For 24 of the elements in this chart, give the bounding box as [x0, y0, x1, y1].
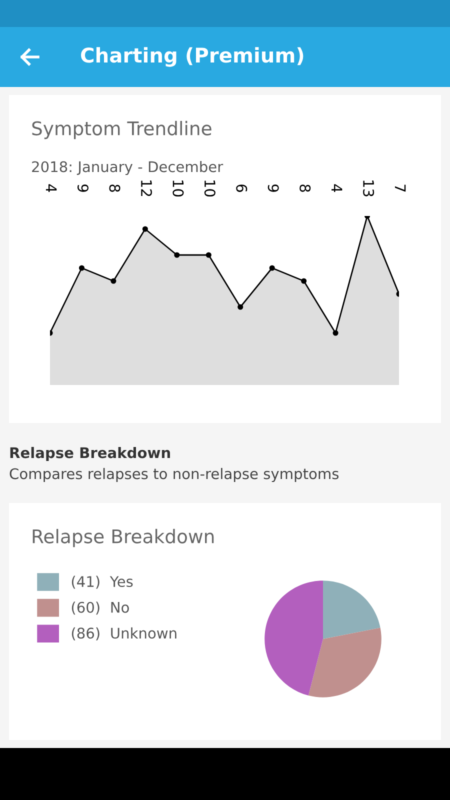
chart-title: Symptom Trendline: [32, 120, 212, 140]
data-label: 9: [268, 184, 279, 192]
data-label: 7: [394, 184, 406, 192]
data-label: 9: [77, 184, 89, 192]
legend-label: (60) No: [72, 602, 129, 615]
data-label: 10: [172, 180, 184, 197]
data-label: 10: [204, 180, 216, 197]
legend-label: (41) Yes: [72, 576, 133, 589]
pie-slice: [323, 580, 380, 639]
data-label: 12: [141, 180, 152, 196]
data-label: 4: [46, 184, 57, 192]
text: Charting (Premium): [81, 47, 304, 67]
data-label: 6: [236, 184, 248, 192]
chart-title: Relapse Breakdown: [32, 528, 214, 548]
text: Compares relapses to non-relapse symptoms: [10, 468, 339, 482]
text: Relapse Breakdown: [10, 446, 170, 462]
legend-label: (86) Unknown: [72, 627, 176, 640]
data-label: 8: [300, 184, 311, 192]
data-label: 8: [109, 184, 120, 192]
data-label: 13: [363, 180, 374, 196]
pie-slice: [308, 628, 382, 698]
chart-subtitle: 2018: January - December: [32, 160, 224, 176]
pie-slice: [264, 580, 323, 696]
data-label: 4: [332, 184, 342, 192]
